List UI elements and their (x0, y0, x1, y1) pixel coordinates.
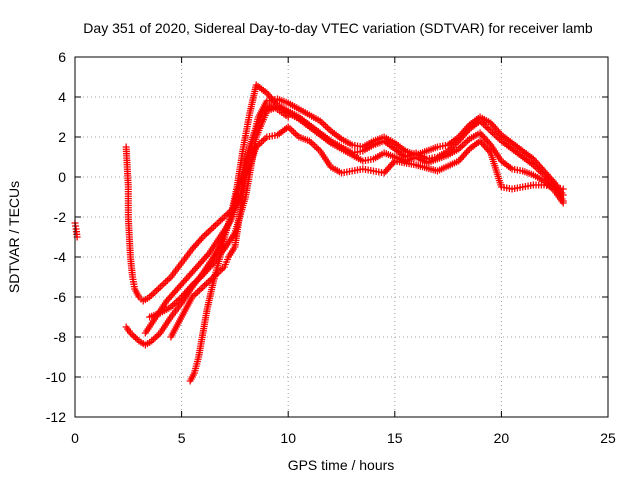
y-tick-label: 6 (58, 49, 66, 65)
data-point (290, 128, 298, 136)
data-point (192, 290, 200, 298)
data-point (132, 334, 140, 342)
y-tick-label: -4 (54, 249, 67, 265)
data-point (197, 285, 205, 293)
data-point (153, 286, 161, 294)
y-tick-label: 0 (58, 169, 66, 185)
data-point (559, 185, 567, 193)
data-point (217, 216, 225, 224)
y-tick-label: 2 (58, 129, 66, 145)
data-point (130, 332, 138, 340)
data-point (559, 199, 567, 207)
data-point (202, 280, 210, 288)
y-tick-labels: -12 -10 -8 -6 -4 -2 0 2 4 6 (46, 49, 66, 425)
x-tick-label: 15 (387, 430, 403, 446)
data-point (206, 226, 214, 234)
y-axis-label: SDTVAR / TECUs (6, 181, 22, 293)
data-point (309, 140, 317, 148)
x-tick-labels: 0 5 10 15 20 25 (71, 430, 616, 446)
y-tick-label: -10 (46, 369, 66, 385)
data-point (284, 113, 292, 121)
data-point (323, 124, 331, 132)
x-tick-label: 10 (280, 430, 296, 446)
data-point (163, 276, 171, 284)
data-point (201, 281, 209, 289)
grid-lines (75, 57, 608, 417)
y-tick-label: -8 (54, 329, 67, 345)
data-point (291, 130, 299, 138)
data-point (151, 334, 159, 342)
data-point (156, 283, 164, 291)
data-point (158, 281, 166, 289)
chart-title: Day 351 of 2020, Sidereal Day-to-day VTE… (83, 20, 593, 36)
x-tick-label: 25 (600, 430, 616, 446)
plot-frame (74, 56, 609, 418)
data-point (210, 223, 218, 231)
data-points (71, 81, 567, 385)
data-point (286, 125, 294, 133)
data-point (160, 280, 168, 288)
data-point (128, 331, 136, 339)
data-point (149, 290, 157, 298)
data-point (314, 145, 322, 153)
y-tick-label: -12 (46, 409, 66, 425)
data-point (208, 225, 216, 233)
data-point (194, 288, 202, 296)
data-point (204, 278, 212, 286)
data-point (202, 230, 210, 238)
data-point (195, 286, 203, 294)
data-point (320, 120, 328, 128)
data-point (165, 275, 173, 283)
data-point (201, 231, 209, 239)
y-tick-label: -6 (54, 289, 67, 305)
x-axis-label: GPS time / hours (288, 457, 395, 473)
axis-ticks (74, 56, 609, 418)
data-point (199, 283, 207, 291)
data-point (313, 144, 321, 152)
data-point (211, 221, 219, 229)
data-point (151, 288, 159, 296)
data-point (259, 136, 267, 144)
x-tick-label: 20 (494, 430, 510, 446)
y-tick-label: -2 (54, 209, 67, 225)
data-point (153, 332, 161, 340)
data-point (162, 278, 170, 286)
y-tick-label: 4 (58, 89, 66, 105)
data-point (311, 142, 319, 150)
data-point (213, 220, 221, 228)
data-point (155, 285, 163, 293)
data-point (215, 218, 223, 226)
data-point (204, 228, 212, 236)
x-tick-label: 0 (71, 430, 79, 446)
data-point (218, 215, 226, 223)
x-tick-label: 5 (178, 430, 186, 446)
data-point (322, 122, 330, 130)
